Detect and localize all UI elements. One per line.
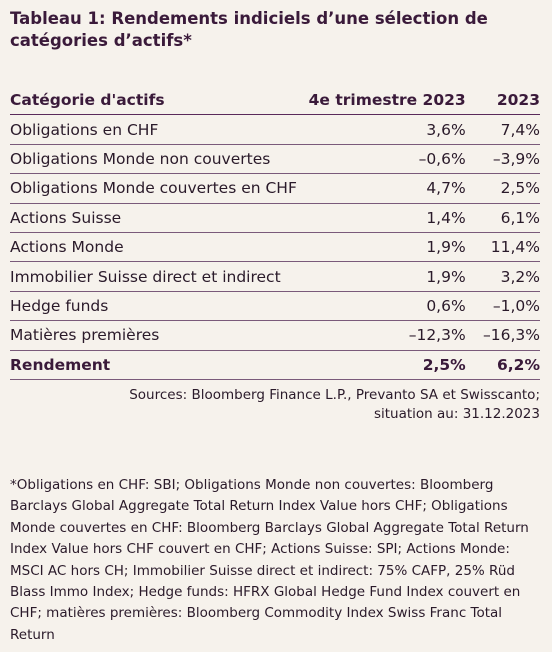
value-cell: 3,6% bbox=[296, 114, 466, 145]
sources-line: Sources: Bloomberg Finance L.P., Prevant… bbox=[129, 387, 540, 403]
total-row: Rendement 2,5% 6,2% bbox=[10, 350, 540, 380]
total-value: 2,5% bbox=[296, 350, 466, 380]
category-cell: Obligations en CHF bbox=[10, 114, 297, 145]
sources: Sources: Bloomberg Finance L.P., Prevant… bbox=[129, 386, 540, 424]
category-cell: Actions Monde bbox=[10, 232, 297, 263]
value-cell: –3,9% bbox=[465, 144, 540, 175]
value-cell: –12,3% bbox=[296, 320, 466, 351]
value-cell: 1,4% bbox=[296, 203, 466, 233]
value-cell: –0,6% bbox=[296, 144, 466, 175]
category-cell: Actions Suisse bbox=[10, 203, 297, 233]
footnote: *Obligations en CHF: SBI; Obligations Mo… bbox=[10, 475, 545, 646]
footnote-line: *Obligations en CHF: SBI; Obligations Mo… bbox=[10, 477, 494, 493]
title-line: Tableau 1: Rendements indiciels d’une sé… bbox=[10, 9, 488, 28]
table-row: Actions Suisse 1,4% 6,1% bbox=[10, 203, 540, 233]
footnote-line: CHF; matières premières: Bloomberg Commo… bbox=[10, 605, 503, 622]
table-row: Immobilier Suisse direct et indirect 1,9%… bbox=[10, 261, 540, 292]
header-row: Catégorie d'actifs 4e trimestre 2023 2023 bbox=[10, 86, 540, 116]
returns-table: Catégorie d'actifs 4e trimestre 2023 2023 … bbox=[10, 86, 540, 380]
value-cell: 7,4% bbox=[465, 114, 540, 145]
title: Tableau 1: Rendements indiciels d’une sé… bbox=[10, 8, 540, 52]
table-row: Matières premières –12,3% –16,3% bbox=[10, 320, 540, 351]
value-cell: 0,6% bbox=[296, 291, 466, 322]
sources-line: situation au: 31.12.2023 bbox=[373, 406, 540, 422]
table-row: Obligations Monde non couvertes –0,6% –3,9… bbox=[10, 144, 540, 175]
value-cell: 11,4% bbox=[465, 232, 540, 263]
table-row: Actions Monde 1,9% 11,4% bbox=[10, 232, 540, 263]
value-cell: 3,2% bbox=[465, 261, 540, 292]
category-cell: Obligations Monde couvertes en CHF bbox=[10, 173, 297, 204]
footnote-line: Return bbox=[10, 626, 55, 643]
value-cell: 6,1% bbox=[465, 203, 540, 233]
category-cell: Hedge funds bbox=[10, 291, 297, 322]
title-line: catégories d’actifs* bbox=[10, 31, 192, 50]
value-cell: 1,9% bbox=[296, 232, 466, 263]
value-cell: –1,0% bbox=[465, 291, 540, 322]
category-cell: Immobilier Suisse direct et indirect bbox=[10, 261, 297, 292]
footnote-line: MSCI AC hors CH; Immobilier Suisse direc… bbox=[10, 562, 515, 579]
value-cell: 1,9% bbox=[296, 261, 466, 292]
footnote-line: Monde couvertes en CHF: Bloomberg Barcla… bbox=[10, 519, 529, 536]
value-cell: 4,7% bbox=[296, 173, 466, 204]
total-label: Rendement bbox=[10, 350, 297, 380]
header-cell: 4e trimestre 2023 bbox=[296, 86, 466, 116]
total-value: 6,2% bbox=[465, 350, 540, 380]
footnote-line: Blass Immo Index; Hedge funds: HFRX Glob… bbox=[10, 584, 521, 601]
category-cell: Matières premières bbox=[10, 320, 297, 351]
table-body: Obligations en CHF 3,6% 7,4% Obligations Mo… bbox=[10, 114, 540, 380]
footnote-line: Barclays Global Aggregate Total Return I… bbox=[10, 498, 508, 515]
header-cell: 2023 bbox=[465, 86, 540, 116]
value-cell: –16,3% bbox=[465, 320, 540, 351]
table-row: Obligations en CHF 3,6% 7,4% bbox=[10, 114, 540, 145]
footnote-line: Index Value hors CHF couvert en CHF; Act… bbox=[10, 541, 510, 558]
value-cell: 2,5% bbox=[465, 173, 540, 204]
header-cell: Catégorie d'actifs bbox=[10, 86, 297, 116]
category-cell: Obligations Monde non couvertes bbox=[10, 144, 297, 175]
table-row: Obligations Monde couvertes en CHF 4,7% 2,… bbox=[10, 173, 540, 204]
table-row: Hedge funds 0,6% –1,0% bbox=[10, 291, 540, 322]
